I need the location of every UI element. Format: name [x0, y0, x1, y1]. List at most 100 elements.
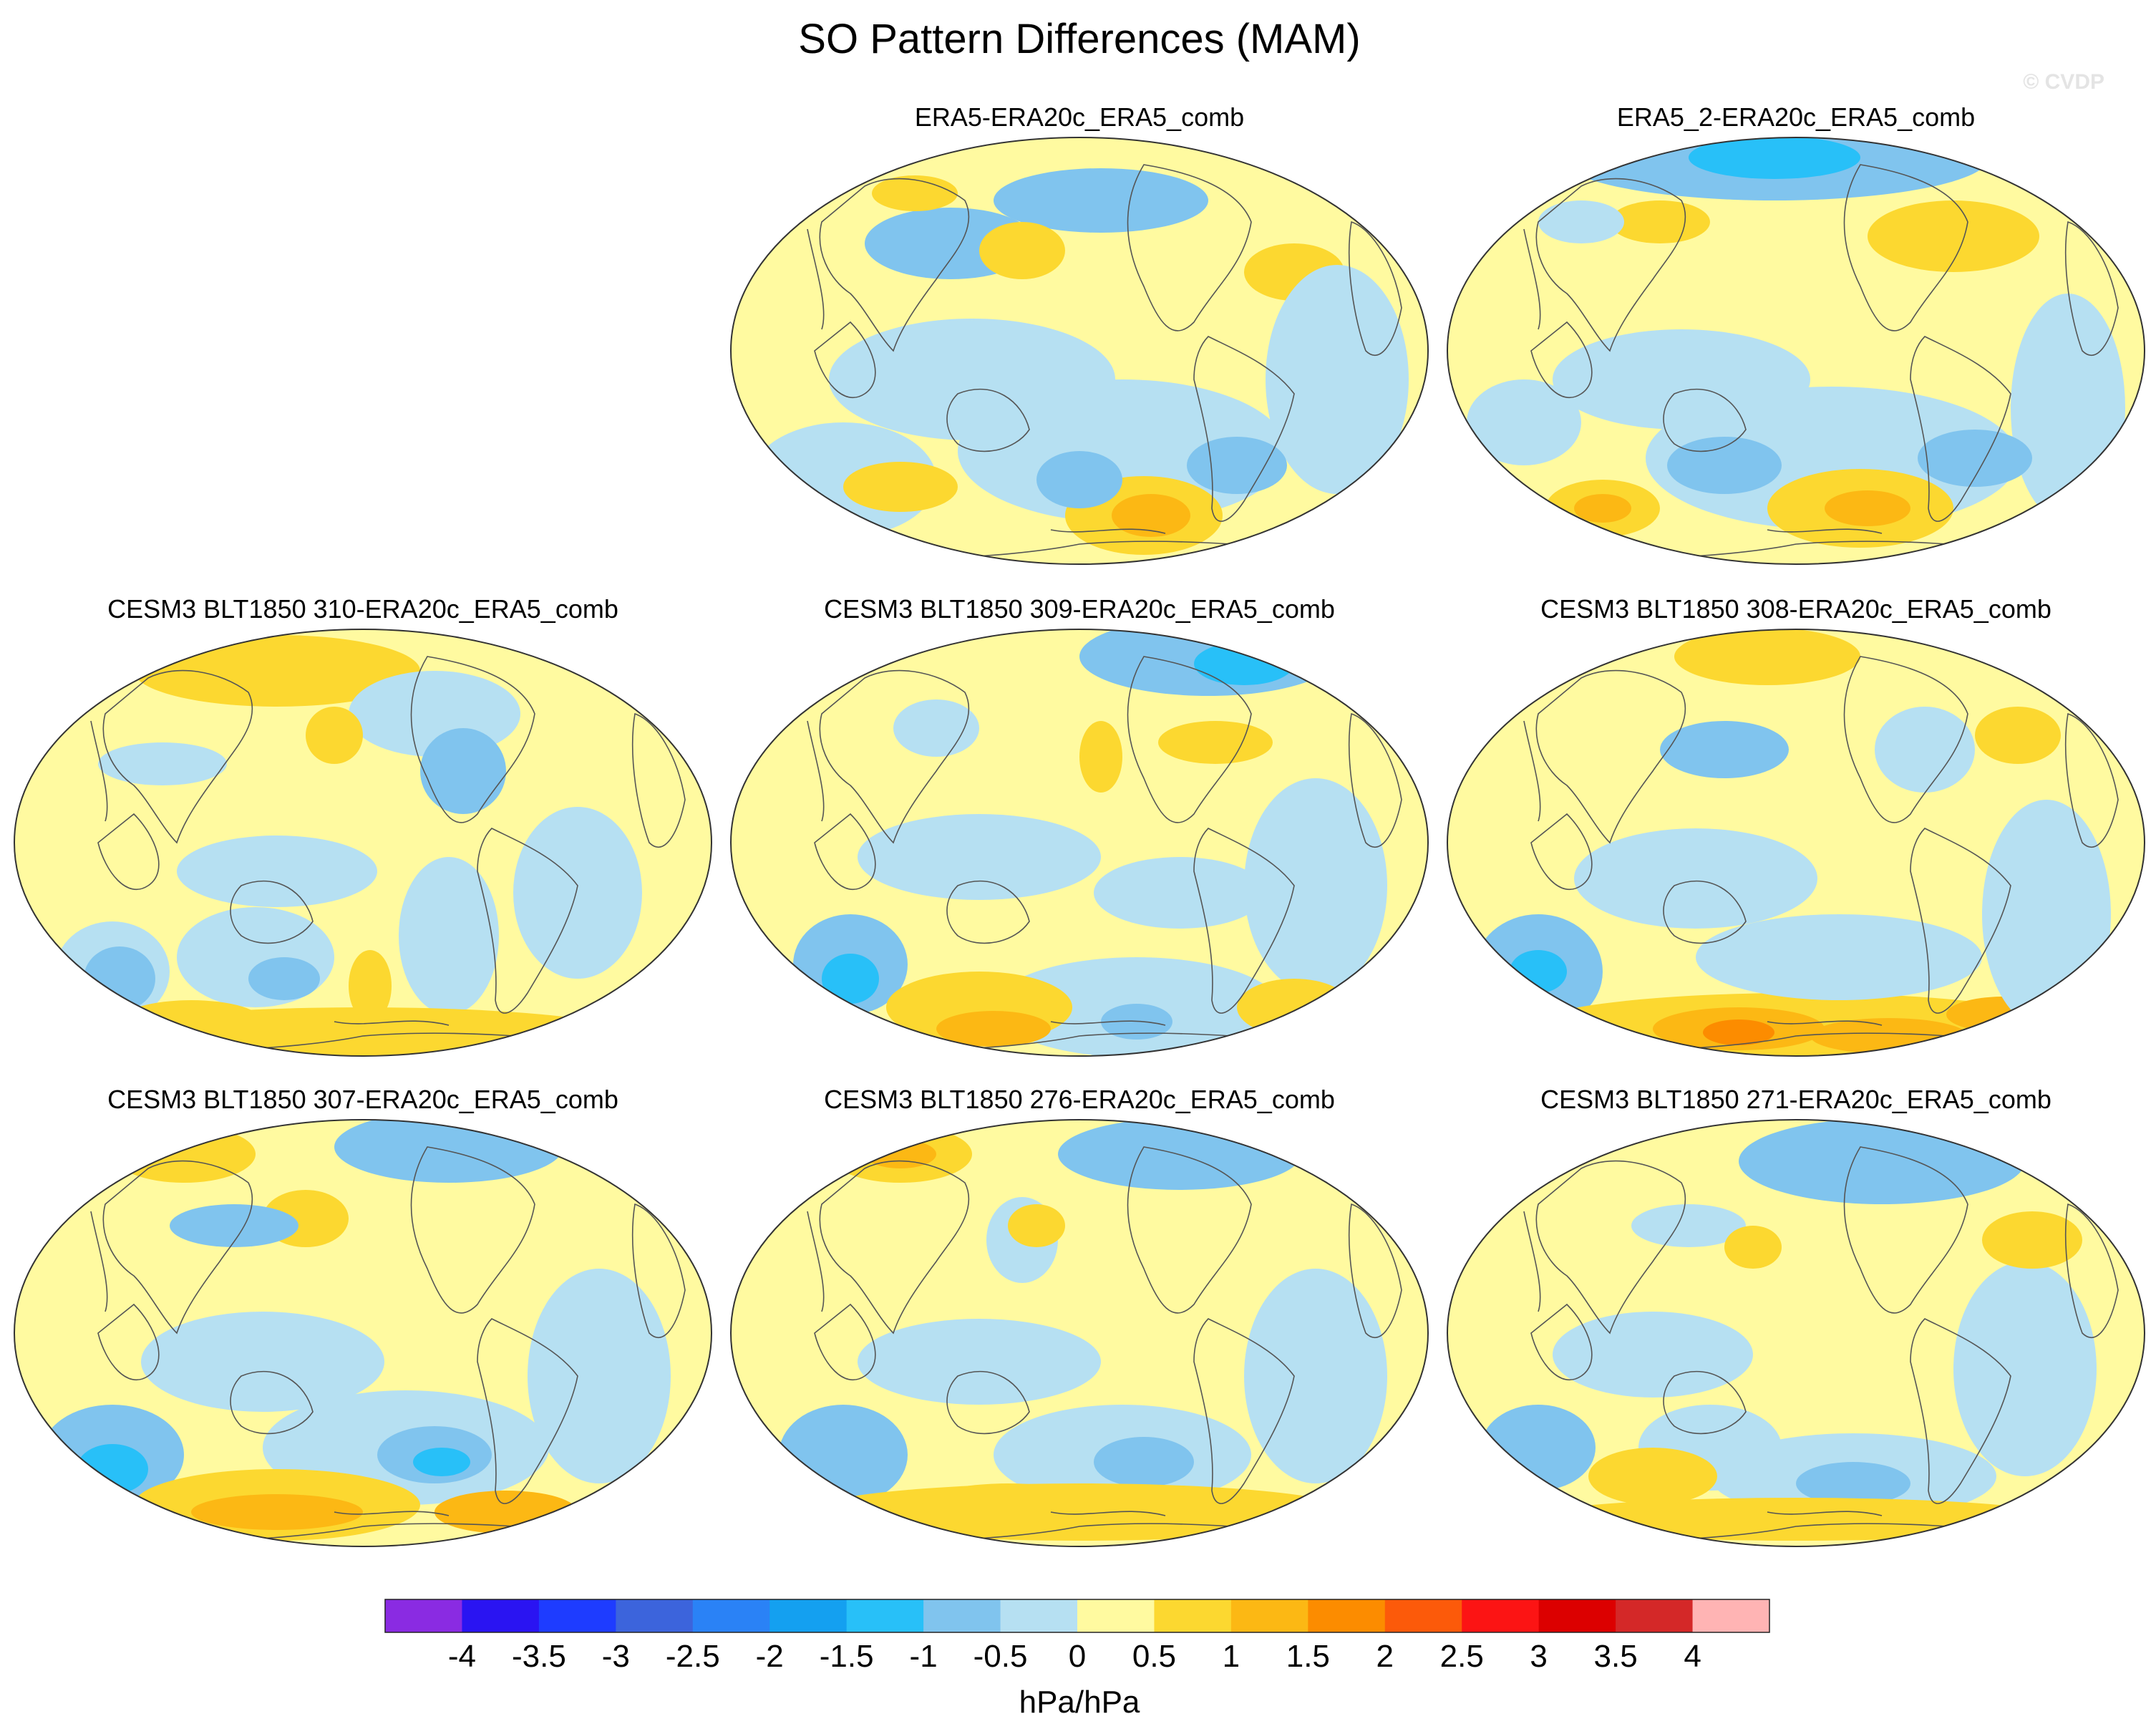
- colorbar-tick-label: 1: [1223, 1639, 1240, 1674]
- anomaly-field: [731, 629, 1428, 1056]
- anomaly-contour: [1703, 1020, 1774, 1045]
- globe-outline: [14, 1119, 712, 1547]
- anomaly-contour: [1008, 1204, 1065, 1247]
- anomaly-contour: [349, 950, 392, 1022]
- colorbar-tick-label: 3.5: [1594, 1639, 1638, 1674]
- anomaly-contour: [98, 742, 227, 785]
- anomaly-contour: [1667, 437, 1782, 494]
- anomaly-contour: [1158, 721, 1273, 764]
- anomaly-contour: [872, 175, 958, 211]
- anomaly-contour: [1953, 1261, 2097, 1476]
- anomaly-contour: [1574, 494, 1631, 523]
- anomaly-contour: [1467, 379, 1581, 465]
- colorbar-swatch: [1384, 1599, 1462, 1632]
- anomaly-contour: [858, 1319, 1101, 1405]
- colorbar-tick-label: 0: [1069, 1639, 1086, 1674]
- colorbar-swatch: [1230, 1599, 1308, 1632]
- anomaly-contour: [1094, 857, 1266, 929]
- colorbar-units: hPa/hPa: [1019, 1685, 1140, 1720]
- anomaly-contour: [1079, 721, 1122, 793]
- anomaly-contour: [1112, 494, 1190, 537]
- globe-outline: [730, 137, 1429, 565]
- colorbar-tick-label: 1.5: [1286, 1639, 1330, 1674]
- anomaly-field: [731, 1120, 1428, 1546]
- map-panel-m308: CESM3 BLT1850 308-ERA20c_ERA5_comb: [1447, 594, 2145, 1057]
- colorbar-tick-label: 2.5: [1440, 1639, 1484, 1674]
- anomaly-contour: [420, 728, 506, 814]
- anomaly-field: [1447, 137, 2145, 564]
- anomaly-contour: [1696, 914, 1982, 1000]
- panel-title: CESM3 BLT1850 308-ERA20c_ERA5_comb: [1540, 594, 2051, 624]
- globe-outline: [1447, 1119, 2145, 1547]
- colorbar-swatch: [1692, 1599, 1770, 1632]
- colorbar-tick-label: -0.5: [973, 1639, 1028, 1674]
- anomaly-contour: [1094, 1437, 1194, 1487]
- map-panel-m310: CESM3 BLT1850 310-ERA20c_ERA5_comb: [14, 594, 712, 1057]
- anomaly-contour: [191, 1494, 363, 1530]
- watermark: © CVDP: [2023, 70, 2104, 94]
- colorbar-swatch: [769, 1599, 848, 1632]
- colorbar-tick-label: -3.5: [512, 1639, 566, 1674]
- panel-title: CESM3 BLT1850 276-ERA20c_ERA5_comb: [824, 1085, 1335, 1114]
- colorbar-swatch: [1308, 1599, 1386, 1632]
- colorbar-tick-label: -1.5: [820, 1639, 874, 1674]
- globe-outline: [14, 629, 712, 1057]
- anomaly-contour: [843, 462, 958, 512]
- colorbar-swatch: [1462, 1599, 1540, 1632]
- colorbar-tick-label: -3: [602, 1639, 630, 1674]
- panel-title: CESM3 BLT1850 309-ERA20c_ERA5_comb: [824, 594, 1335, 624]
- anomaly-contour: [528, 1269, 671, 1483]
- anomaly-contour: [1244, 778, 1387, 993]
- colorbar-border: [384, 1599, 1770, 1633]
- anomaly-contour: [1036, 451, 1122, 508]
- anomaly-contour: [936, 1011, 1051, 1047]
- anomaly-contour: [1975, 707, 2061, 764]
- colorbar-tick-label: 2: [1376, 1639, 1394, 1674]
- anomaly-contour: [1689, 137, 1860, 179]
- colorbar-swatch: [1538, 1599, 1616, 1632]
- map-panel-m309: CESM3 BLT1850 309-ERA20c_ERA5_comb: [730, 594, 1429, 1057]
- globe-outline: [730, 629, 1429, 1057]
- anomaly-contour: [1982, 1211, 2082, 1269]
- anomaly-contour: [1538, 200, 1624, 243]
- anomaly-contour: [1674, 629, 1860, 685]
- anomaly-contour: [413, 1448, 470, 1476]
- globe-outline: [1447, 137, 2145, 565]
- colorbar-swatch: [385, 1599, 462, 1632]
- anomaly-contour: [1187, 437, 1287, 494]
- colorbar-tick-label: -1: [910, 1639, 938, 1674]
- anomaly-contour: [1875, 707, 1975, 793]
- colorbar: -4 -3.5 -3 -2.5 -2 -1.5 -1 -0.5 0 0.5 1 1.5 2 2.5 3 3.5…: [384, 1599, 1770, 1674]
- colorbar-swatch: [846, 1599, 924, 1632]
- anomaly-contour: [399, 857, 499, 1014]
- colorbar-swatch: [692, 1599, 770, 1632]
- map-panel-m271: CESM3 BLT1850 271-ERA20c_ERA5_comb: [1447, 1085, 2145, 1547]
- anomaly-contour: [1796, 1462, 1910, 1505]
- anomaly-contour: [922, 1483, 1094, 1526]
- anomaly-contour: [893, 699, 979, 757]
- anomaly-field: [1447, 1120, 2145, 1546]
- map-panel-m276: CESM3 BLT1850 276-ERA20c_ERA5_comb: [730, 1085, 1429, 1547]
- map-panels: ERA5-ERA20c_ERA5_comb ERA5_2-ERA20c_ERA5_…: [14, 102, 2145, 1547]
- anomaly-contour: [1918, 430, 2032, 487]
- anomaly-contour: [994, 168, 1208, 233]
- anomaly-contour: [1524, 1498, 2068, 1541]
- panel-title: CESM3 BLT1850 310-ERA20c_ERA5_comb: [107, 594, 618, 624]
- figure-title: SO Pattern Differences (MAM): [798, 16, 1360, 62]
- panel-title: CESM3 BLT1850 271-ERA20c_ERA5_comb: [1540, 1085, 2051, 1114]
- map-panel-era5: ERA5-ERA20c_ERA5_comb: [730, 102, 1429, 565]
- anomaly-field: [1447, 629, 2145, 1056]
- anomaly-contour: [1194, 642, 1294, 685]
- anomaly-contour: [77, 1444, 148, 1494]
- colorbar-swatch: [923, 1599, 1001, 1632]
- anomaly-contour: [1588, 1448, 1717, 1505]
- colorbar-tick-label: 4: [1684, 1639, 1701, 1674]
- anomaly-field: [731, 137, 1428, 564]
- anomaly-contour: [815, 1448, 872, 1491]
- globe-outline: [730, 1119, 1429, 1547]
- anomaly-contour: [1631, 1204, 1746, 1247]
- map-panel-era5_2: ERA5_2-ERA20c_ERA5_comb: [1447, 102, 2145, 565]
- anomaly-contour: [822, 954, 879, 1004]
- colorbar-tick-label: 3: [1530, 1639, 1547, 1674]
